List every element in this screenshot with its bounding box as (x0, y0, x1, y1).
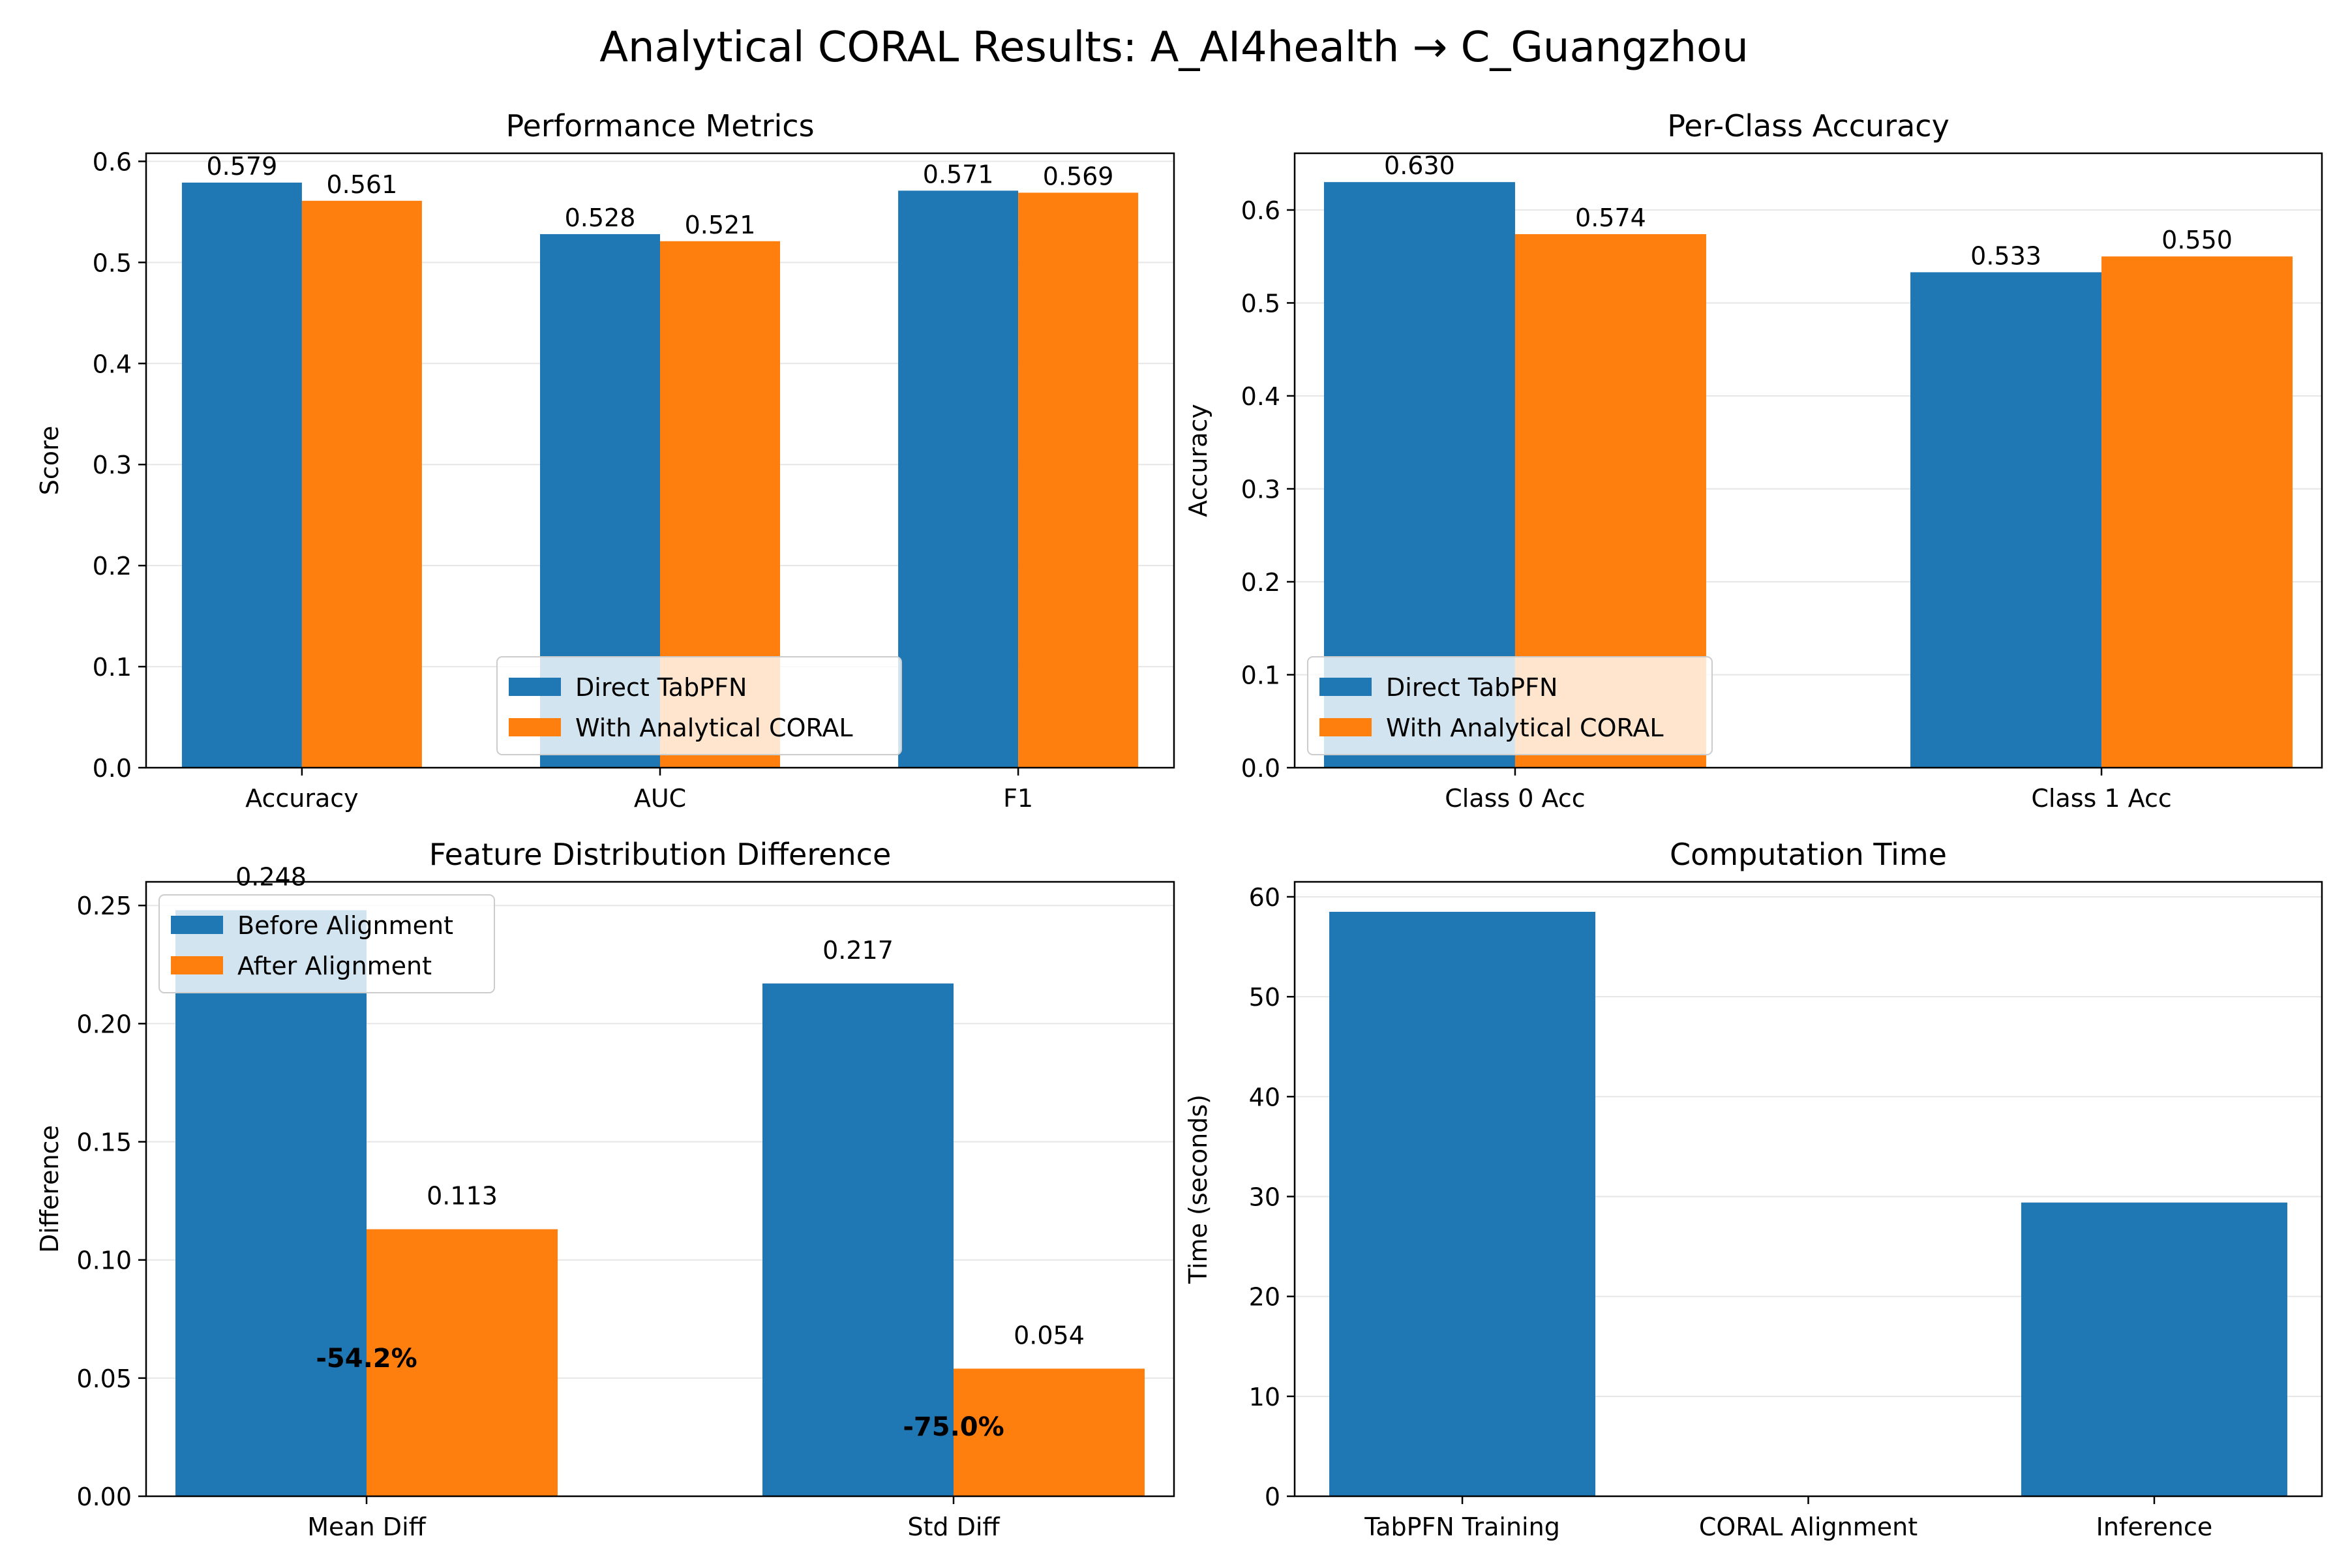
legend-swatch (509, 678, 561, 696)
y-tick-label: 20 (1249, 1283, 1280, 1312)
y-tick-label: 0.20 (76, 1010, 132, 1038)
y-tick-label: 0.2 (1241, 568, 1280, 597)
bar-direct-tabpfn (898, 190, 1018, 768)
y-tick-label: 0.1 (93, 653, 132, 682)
data-label: 0.533 (1970, 241, 2041, 270)
y-tick-label: 0.5 (1241, 289, 1280, 318)
y-tick-label: 0.15 (76, 1128, 132, 1157)
data-label: 0.569 (1043, 162, 1114, 190)
y-tick-label: 0.6 (1241, 196, 1280, 225)
y-tick-label: 0.2 (93, 552, 132, 580)
y-tick-label: 0.25 (76, 892, 132, 920)
y-tick-label: 60 (1249, 883, 1280, 912)
data-label: 0.528 (565, 204, 636, 232)
x-tick-label: F1 (1003, 784, 1033, 813)
legend-label: With Analytical CORAL (575, 714, 853, 742)
y-tick-label: 0.3 (1241, 475, 1280, 504)
data-label: 0.521 (685, 211, 756, 239)
y-tick-label: 0.0 (93, 754, 132, 783)
data-label: 0.630 (1384, 151, 1455, 180)
x-tick-label: Mean Diff (307, 1513, 426, 1541)
y-tick-label: 0 (1265, 1483, 1280, 1511)
data-label: 0.579 (207, 152, 278, 181)
y-tick-label: 0.0 (1241, 754, 1280, 783)
data-label: 0.248 (235, 862, 307, 891)
y-tick-label: 0.3 (93, 451, 132, 479)
y-axis-label: Difference (35, 1125, 64, 1253)
y-tick-label: 0.6 (93, 147, 132, 176)
bar-inference (2021, 1203, 2287, 1496)
axes-title: Performance Metrics (505, 108, 814, 143)
x-tick-label: TabPFN Training (1364, 1513, 1560, 1541)
axes-title: Per-Class Accuracy (1667, 108, 1949, 143)
legend-swatch (171, 916, 223, 934)
y-tick-label: 50 (1249, 983, 1280, 1012)
y-tick-label: 0.05 (76, 1364, 132, 1393)
y-tick-label: 0.10 (76, 1246, 132, 1275)
legend-label: Direct TabPFN (575, 673, 747, 702)
y-axis-label: Accuracy (1184, 404, 1212, 517)
y-tick-label: 30 (1249, 1183, 1280, 1211)
bar-tabpfn-training (1329, 912, 1595, 1496)
y-tick-label: 0.4 (93, 350, 132, 378)
bar-with-analytical-coral (302, 201, 422, 768)
data-label: 0.054 (1014, 1321, 1085, 1349)
axes-title: Feature Distribution Difference (429, 837, 892, 872)
data-label: 0.574 (1575, 204, 1646, 232)
legend-swatch (1319, 678, 1372, 696)
x-tick-label: Class 0 Acc (1445, 784, 1585, 813)
figure-title: Analytical CORAL Results: A_AI4health → … (0, 23, 2348, 72)
data-label: 0.571 (923, 160, 994, 188)
y-axis-label: Score (35, 426, 64, 495)
bar-direct-tabpfn (182, 183, 302, 768)
change-annotation: -54.2% (316, 1344, 417, 1374)
bar-with-analytical-coral (1018, 192, 1138, 768)
data-label: 0.217 (822, 936, 894, 965)
legend-label: After Alignment (237, 952, 432, 980)
y-tick-label: 0.00 (76, 1483, 132, 1511)
legend-swatch (171, 956, 223, 974)
legend-label: Direct TabPFN (1386, 673, 1558, 702)
data-label: 0.113 (427, 1182, 498, 1211)
y-axis-label: Time (seconds) (1184, 1094, 1212, 1284)
bar-direct-tabpfn (1910, 272, 2101, 768)
legend-label: Before Alignment (237, 911, 453, 940)
legend-label: With Analytical CORAL (1386, 714, 1664, 742)
bar-before-alignment (175, 910, 367, 1496)
data-label: 0.561 (327, 170, 398, 199)
x-tick-label: Class 1 Acc (2031, 784, 2171, 813)
axes-title: Computation Time (1670, 837, 1947, 872)
x-tick-label: Accuracy (245, 784, 359, 813)
y-tick-label: 0.4 (1241, 382, 1280, 411)
x-tick-label: AUC (634, 784, 686, 813)
y-tick-label: 0.5 (93, 249, 132, 277)
y-tick-label: 0.1 (1241, 661, 1280, 689)
x-tick-label: CORAL Alignment (1699, 1513, 1918, 1541)
data-label: 0.550 (2161, 226, 2233, 254)
y-tick-label: 10 (1249, 1383, 1280, 1411)
x-tick-label: Inference (2096, 1513, 2213, 1541)
y-tick-label: 40 (1249, 1083, 1280, 1111)
change-annotation: -75.0% (903, 1412, 1004, 1442)
legend-swatch (509, 718, 561, 736)
bar-with-analytical-coral (2101, 256, 2293, 768)
legend-swatch (1319, 718, 1372, 736)
x-tick-label: Std Diff (907, 1513, 1000, 1541)
